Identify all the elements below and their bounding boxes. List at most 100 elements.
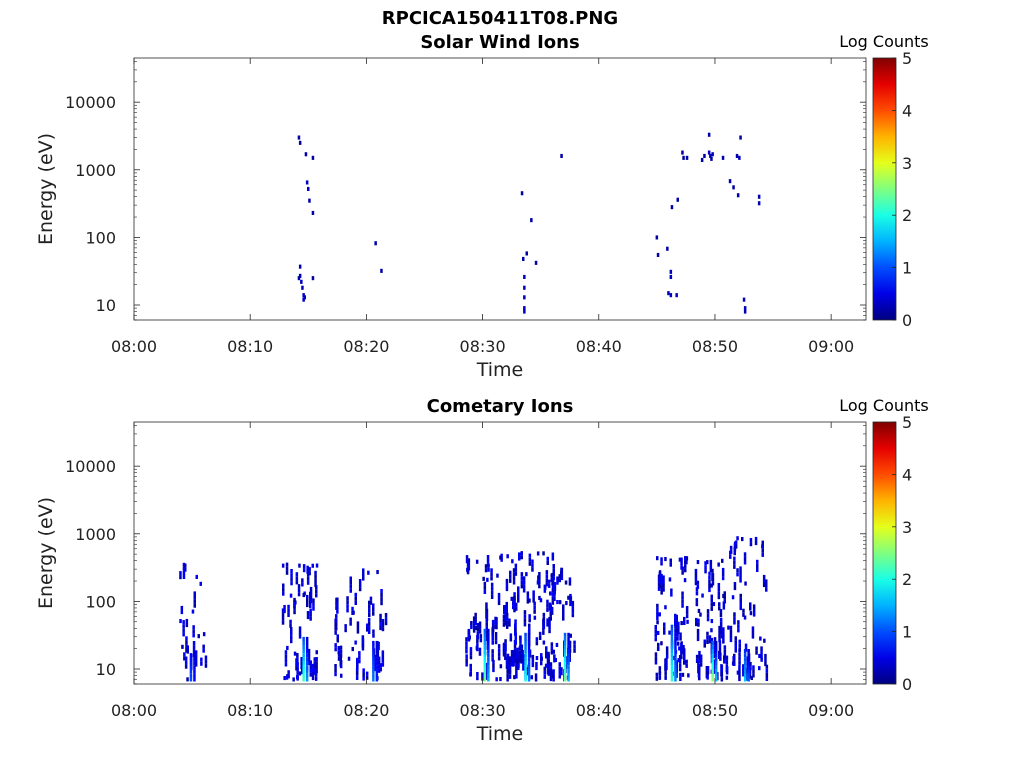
data-cell [738,656,741,661]
data-cell [717,587,721,592]
data-cell [504,639,507,644]
data-cell [375,669,379,674]
data-cell [193,653,196,658]
data-cell [483,585,487,590]
data-cell [312,598,315,603]
data-cell [542,620,546,625]
data-cell [731,595,735,600]
data-cell [743,677,747,682]
data-cell [179,571,182,576]
data-cell [476,639,479,644]
data-cell [738,155,741,160]
data-cell [711,645,714,650]
data-cell [513,592,516,597]
data-cell [354,600,357,605]
data-cell [695,602,699,607]
data-cell [514,636,517,641]
data-cell [738,652,741,657]
data-cell [657,642,660,647]
data-cell [725,664,729,669]
data-cell [298,671,302,676]
data-cell [752,665,755,670]
data-cell [377,660,381,665]
data-cell [305,657,309,662]
data-cell [710,598,713,603]
data-cell [542,625,546,630]
data-cell [346,600,349,605]
data-cell [531,654,535,659]
data-cell [181,644,184,649]
data-cell [346,608,349,613]
data-cell [719,626,723,631]
data-cell [358,587,362,592]
data-cell [487,628,490,633]
data-cell [506,657,510,662]
data-cell [497,644,501,649]
data-cell [290,639,293,644]
data-cell [562,612,565,617]
data-cell [710,583,713,588]
data-cell [749,542,753,547]
data-cell [747,649,750,654]
data-cell [486,559,490,564]
data-cell [711,661,714,666]
data-cell [513,600,516,605]
data-cell [282,583,285,588]
data-cell [533,605,536,610]
data-cell [519,635,522,640]
data-cell [305,677,309,682]
data-cell [714,665,718,670]
data-cell [465,637,468,642]
data-layer [179,536,769,682]
data-cell [511,658,515,663]
data-cell [487,673,490,678]
data-cell [752,669,755,674]
data-cell [694,568,698,573]
data-cell [697,608,701,613]
data-cell [743,669,747,674]
data-cell [185,644,188,649]
data-cell [674,632,677,637]
data-cell [527,649,531,654]
data-cell [297,588,301,593]
data-cell [515,670,518,675]
data-cell [184,656,188,661]
data-cell [503,605,506,610]
data-cell [718,625,721,630]
data-cell [655,676,659,681]
data-cell [337,656,341,661]
data-cell [723,591,726,596]
data-cell [712,602,716,607]
data-cell [711,572,714,577]
data-cell [514,619,517,624]
data-cell [302,669,305,674]
data-cell [499,664,503,669]
data-cell [297,276,301,281]
data-cell [306,603,309,608]
data-cell [674,677,677,682]
data-cell [467,558,471,563]
data-cell [381,654,385,659]
data-cell [670,624,674,629]
data-cell [282,587,285,592]
data-cell [474,625,477,630]
data-cell [554,657,557,662]
data-cell [474,616,477,621]
data-cell [494,640,498,645]
data-cell [284,658,288,663]
data-cell [514,571,518,576]
data-cell [676,632,679,637]
data-cell [714,673,718,678]
data-cell [549,616,552,621]
data-cell [375,649,379,654]
data-cell [714,661,718,666]
data-cell [465,559,469,564]
data-cell [729,625,733,630]
data-cell [182,624,185,629]
data-cell [742,665,745,670]
data-cell [487,567,490,572]
data-cell [722,605,726,610]
data-cell [679,676,682,681]
data-cell [528,627,531,632]
data-cell [287,674,290,679]
